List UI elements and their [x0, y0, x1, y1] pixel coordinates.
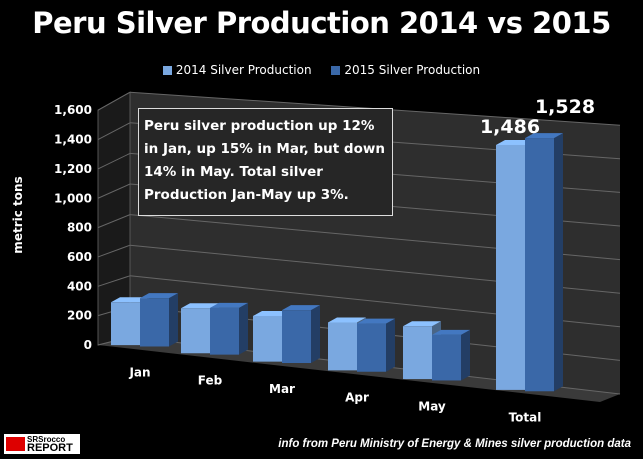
legend-item-2015: 2015 Silver Production	[331, 63, 480, 77]
data-label-total-2015: 1,528	[535, 96, 595, 118]
bar-total-2015	[525, 138, 554, 392]
legend: 2014 Silver Production 2015 Silver Produ…	[0, 63, 643, 77]
bar-top	[253, 310, 291, 316]
bar-top	[140, 293, 178, 299]
gridline-side	[97, 91, 131, 111]
bar-feb-2015	[210, 307, 239, 355]
x-tick-label: Feb	[198, 374, 223, 388]
chart-title: Peru Silver Production 2014 vs 2015	[32, 6, 611, 40]
y-tick-label: 1,400	[54, 133, 92, 147]
source-note: info from Peru Ministry of Energy & Mine…	[278, 438, 631, 450]
legend-swatch-2015	[331, 66, 341, 75]
gridline-side	[97, 275, 131, 287]
y-tick-label: 1,000	[54, 191, 92, 205]
annotation-box: Peru silver production up 12% in Jan, up…	[138, 108, 393, 216]
data-label-total-2014: 1,486	[480, 116, 540, 138]
bar-may-2014	[403, 326, 432, 380]
x-tick-label: Jan	[128, 365, 150, 379]
bar-top	[525, 133, 563, 139]
bar-total-2014	[496, 144, 525, 390]
bar-top	[210, 302, 248, 308]
gridline-side	[97, 214, 131, 229]
y-tick-label: 1,600	[54, 103, 92, 117]
bar-apr-2014	[328, 322, 357, 371]
y-tick-label: 600	[67, 250, 92, 264]
bar-top	[111, 297, 149, 303]
bar-apr-2015	[357, 323, 386, 372]
legend-item-2014: 2014 Silver Production	[162, 63, 312, 77]
x-tick-label: Mar	[269, 382, 295, 396]
bar-mar-2015	[282, 310, 311, 364]
bar-top	[282, 305, 320, 311]
bar-side	[461, 329, 470, 381]
y-tick-label: 200	[67, 309, 92, 323]
bar-side	[386, 318, 395, 372]
bar-may-2015	[432, 334, 461, 381]
y-axis-label: metric tons	[11, 176, 25, 253]
bar-side	[169, 293, 178, 347]
bar-top	[181, 303, 219, 309]
bar-top	[357, 318, 395, 324]
bar-mar-2014	[253, 315, 282, 362]
gridline-side	[97, 122, 131, 140]
legend-label-2014: 2014 Silver Production	[175, 63, 312, 77]
bar-top	[403, 321, 441, 327]
x-tick-label: May	[418, 399, 446, 413]
y-tick-label: 800	[67, 221, 92, 235]
y-tick-label: 1,200	[54, 162, 92, 176]
bar-side	[554, 133, 563, 392]
y-tick-label: 0	[84, 338, 92, 352]
bar-top	[432, 329, 470, 335]
bar-feb-2014	[181, 308, 210, 354]
bar-top	[328, 317, 366, 323]
bar-side	[239, 302, 248, 355]
legend-label-2015: 2015 Silver Production	[344, 63, 481, 77]
gridline-side	[97, 183, 131, 199]
x-tick-label: Apr	[345, 391, 369, 405]
bar-jan-2015	[140, 298, 169, 347]
bar-jan-2014	[111, 302, 140, 346]
bar-side	[311, 305, 320, 364]
bar-top	[496, 139, 534, 145]
gridline-side	[97, 244, 131, 258]
x-tick-label: Total	[509, 410, 542, 424]
legend-swatch-2014	[162, 66, 172, 75]
y-tick-label: 400	[67, 279, 92, 293]
srsrocco-logo: SRSrocco REPORT	[4, 434, 80, 454]
gridline-side	[97, 152, 131, 170]
